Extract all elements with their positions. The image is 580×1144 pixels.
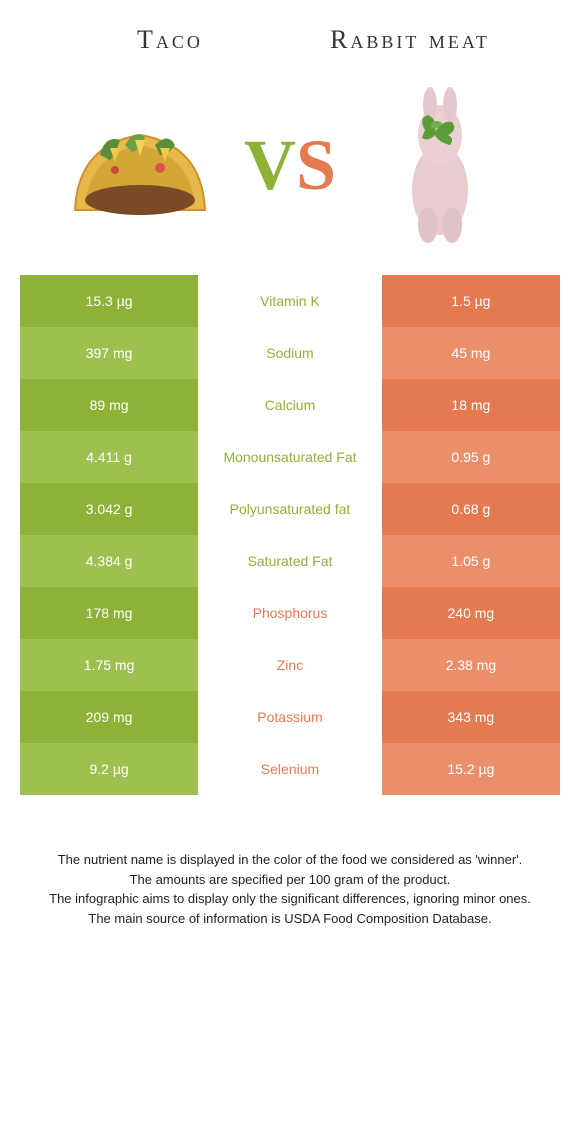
cell-left-value: 397 mg (20, 327, 198, 379)
cell-right-value: 0.68 g (382, 483, 560, 535)
footer-line-3: The infographic aims to display only the… (40, 889, 540, 909)
title-right: Rabbit meat (290, 25, 530, 55)
table-row: 4.411 gMonounsaturated Fat0.95 g (20, 431, 560, 483)
infographic-container: Taco Rabbit meat VS (0, 0, 580, 953)
cell-nutrient-name: Calcium (198, 379, 382, 431)
cell-left-value: 1.75 mg (20, 639, 198, 691)
footer-text: The nutrient name is displayed in the co… (20, 850, 560, 928)
cell-right-value: 15.2 µg (382, 743, 560, 795)
table-row: 178 mgPhosphorus240 mg (20, 587, 560, 639)
cell-right-value: 18 mg (382, 379, 560, 431)
footer-line-1: The nutrient name is displayed in the co… (40, 850, 540, 870)
table-row: 15.3 µgVitamin K1.5 µg (20, 275, 560, 327)
cell-right-value: 1.05 g (382, 535, 560, 587)
vs-s-letter: S (296, 125, 336, 205)
table-row: 89 mgCalcium18 mg (20, 379, 560, 431)
table-row: 209 mgPotassium343 mg (20, 691, 560, 743)
cell-nutrient-name: Potassium (198, 691, 382, 743)
vs-label: VS (244, 124, 336, 207)
cell-nutrient-name: Selenium (198, 743, 382, 795)
nutrient-table: 15.3 µgVitamin K1.5 µg397 mgSodium45 mg8… (20, 275, 560, 795)
cell-nutrient-name: Monounsaturated Fat (198, 431, 382, 483)
cell-right-value: 240 mg (382, 587, 560, 639)
cell-nutrient-name: Phosphorus (198, 587, 382, 639)
cell-left-value: 89 mg (20, 379, 198, 431)
cell-nutrient-name: Sodium (198, 327, 382, 379)
footer-line-2: The amounts are specified per 100 gram o… (40, 870, 540, 890)
cell-right-value: 45 mg (382, 327, 560, 379)
cell-right-value: 343 mg (382, 691, 560, 743)
header-row: Taco Rabbit meat (20, 25, 560, 70)
cell-left-value: 4.384 g (20, 535, 198, 587)
table-row: 3.042 gPolyunsaturated fat0.68 g (20, 483, 560, 535)
title-left: Taco (50, 25, 290, 55)
cell-nutrient-name: Zinc (198, 639, 382, 691)
cell-left-value: 178 mg (20, 587, 198, 639)
cell-right-value: 0.95 g (382, 431, 560, 483)
rabbit-image (350, 80, 530, 250)
cell-left-value: 15.3 µg (20, 275, 198, 327)
cell-left-value: 3.042 g (20, 483, 198, 535)
table-row: 4.384 gSaturated Fat1.05 g (20, 535, 560, 587)
taco-image (50, 80, 230, 250)
cell-right-value: 1.5 µg (382, 275, 560, 327)
cell-nutrient-name: Polyunsaturated fat (198, 483, 382, 535)
cell-nutrient-name: Saturated Fat (198, 535, 382, 587)
table-row: 1.75 mgZinc2.38 mg (20, 639, 560, 691)
cell-left-value: 209 mg (20, 691, 198, 743)
cell-left-value: 4.411 g (20, 431, 198, 483)
table-row: 397 mgSodium45 mg (20, 327, 560, 379)
footer-line-4: The main source of information is USDA F… (40, 909, 540, 929)
cell-nutrient-name: Vitamin K (198, 275, 382, 327)
images-row: VS (20, 70, 560, 275)
cell-right-value: 2.38 mg (382, 639, 560, 691)
table-row: 9.2 µgSelenium15.2 µg (20, 743, 560, 795)
vs-v-letter: V (244, 125, 296, 205)
cell-left-value: 9.2 µg (20, 743, 198, 795)
